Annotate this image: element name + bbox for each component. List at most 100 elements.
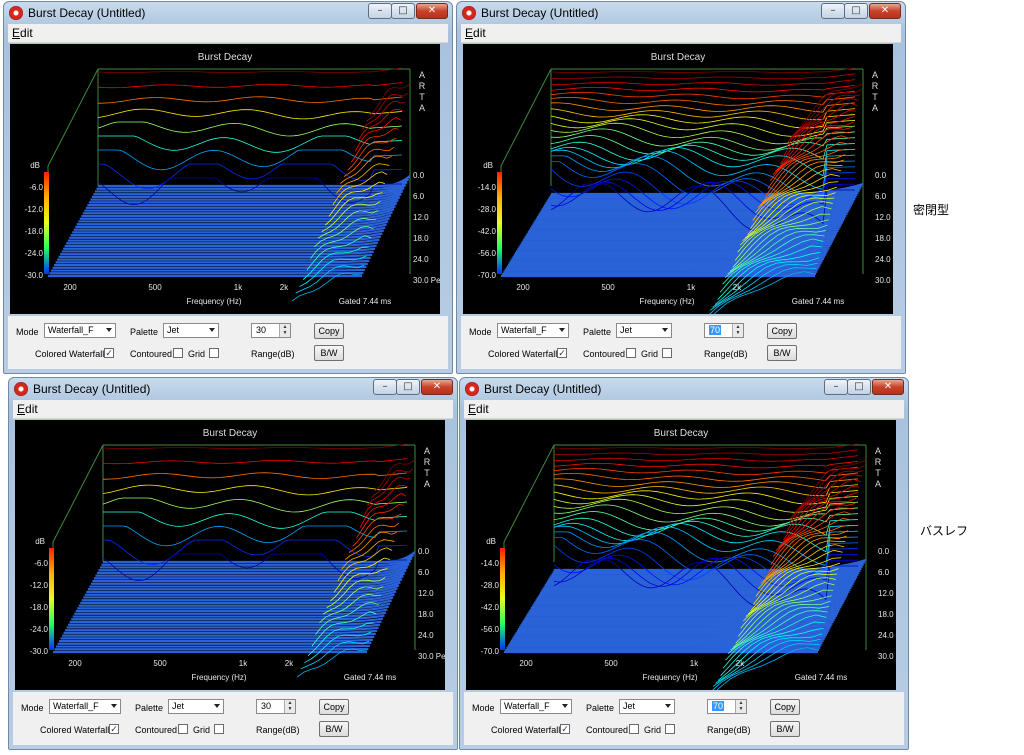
decay-curve xyxy=(550,67,856,73)
grid-checkbox[interactable] xyxy=(662,348,672,358)
decay-slice xyxy=(72,611,387,618)
arta-letter: A xyxy=(424,446,430,456)
mode-select[interactable]: Waterfall_F xyxy=(44,323,116,338)
minimize-icon: – xyxy=(833,381,839,392)
close-button[interactable]: ✕ xyxy=(421,379,453,395)
mesh-line xyxy=(371,468,413,498)
minimize-button[interactable]: – xyxy=(821,3,845,19)
bw-button[interactable]: B/W xyxy=(767,345,797,361)
range-spinbox[interactable]: 70 ▲ ▼ xyxy=(704,323,744,338)
arta-app-icon[interactable] xyxy=(14,382,28,396)
minimize-button[interactable]: – xyxy=(373,379,397,395)
frame-line xyxy=(503,444,555,543)
maximize-button[interactable]: □ xyxy=(847,379,871,395)
title-bar[interactable]: Burst Decay (Untitled) – □ ✕ xyxy=(9,378,457,400)
decay-curve xyxy=(553,466,859,476)
range-spinbox[interactable]: 70 ▲ ▼ xyxy=(707,699,747,714)
bw-button[interactable]: B/W xyxy=(770,721,800,737)
colored-waterfall-label: Colored Waterfall xyxy=(491,725,561,735)
minimize-button[interactable]: – xyxy=(824,379,848,395)
mesh-line xyxy=(330,568,388,602)
spin-arrows-icon[interactable]: ▲ ▼ xyxy=(279,324,290,337)
copy-button[interactable]: Copy xyxy=(314,323,344,339)
mesh-line xyxy=(307,622,374,656)
decay-slice xyxy=(84,202,398,212)
copy-button[interactable]: Copy xyxy=(767,323,797,339)
palette-select[interactable]: Jet xyxy=(163,323,219,338)
frequency-axis-label: Frequency (Hz) xyxy=(639,297,694,306)
contoured-checkbox[interactable] xyxy=(178,724,188,734)
chevron-down-icon xyxy=(209,328,215,332)
mode-select[interactable]: Waterfall_F xyxy=(500,699,572,714)
control-panel: Mode Waterfall_F Palette Jet 70 ▲ ▼ Copy C… xyxy=(461,316,901,369)
decay-slice xyxy=(64,241,379,248)
palette-select[interactable]: Jet xyxy=(168,699,224,714)
decay-slice xyxy=(86,584,400,594)
menu-edit[interactable]: Edit xyxy=(468,402,489,416)
title-bar[interactable]: Burst Decay (Untitled) – □ ✕ xyxy=(460,378,908,400)
mode-select-value: Waterfall_F xyxy=(501,325,547,335)
copy-button[interactable]: Copy xyxy=(770,699,800,715)
spin-arrows-icon[interactable]: ▲ ▼ xyxy=(284,700,295,713)
decay-slice xyxy=(57,641,372,645)
spin-arrows-icon[interactable]: ▲ ▼ xyxy=(735,700,746,713)
title-bar[interactable]: Burst Decay (Untitled) – □ ✕ xyxy=(457,2,905,24)
colored-waterfall-checkbox[interactable]: ✓ xyxy=(560,724,570,734)
bw-button[interactable]: B/W xyxy=(314,345,344,361)
grid-checkbox[interactable] xyxy=(665,724,675,734)
grid-checkbox[interactable] xyxy=(209,348,219,358)
waterfall-chart: Burst DecayARTAdB-6.0-12.0-18.0-24.0-30.… xyxy=(25,52,440,306)
mode-select[interactable]: Waterfall_F xyxy=(497,323,569,338)
waterfall-chart: Burst DecayARTAdB-14.0-28.0-42.0-56.0-70… xyxy=(478,52,893,314)
mesh-line xyxy=(767,135,850,189)
menu-edit[interactable]: Edit xyxy=(17,402,38,416)
burst-decay-window: Burst Decay (Untitled) – □ ✕ Edit Burst … xyxy=(3,1,453,374)
contoured-checkbox[interactable] xyxy=(626,348,636,358)
db-tick-label: -14.0 xyxy=(481,559,500,568)
menu-edit[interactable]: Edit xyxy=(12,26,33,40)
maximize-button[interactable]: □ xyxy=(391,3,415,19)
grid-checkbox[interactable] xyxy=(214,724,224,734)
waterfall-slices xyxy=(53,551,416,654)
decay-slice xyxy=(90,190,404,201)
menu-edit[interactable]: Edit xyxy=(465,26,486,40)
grid-label: Grid xyxy=(188,349,206,359)
db-tick-label: -6.0 xyxy=(34,559,48,568)
close-button[interactable]: ✕ xyxy=(416,3,448,19)
grid-label: Grid xyxy=(644,725,662,735)
maximize-button[interactable]: □ xyxy=(396,379,420,395)
arta-app-icon[interactable] xyxy=(462,6,476,20)
decay-slice xyxy=(87,196,401,207)
colored-waterfall-checkbox[interactable]: ✓ xyxy=(104,348,114,358)
close-button[interactable]: ✕ xyxy=(872,379,904,395)
spin-arrows-icon[interactable]: ▲ ▼ xyxy=(732,324,743,337)
label-sealed-type: 密閉型 xyxy=(913,203,950,217)
colored-waterfall-checkbox[interactable]: ✓ xyxy=(557,348,567,358)
period-tick-label: 6.0 xyxy=(878,568,890,577)
bw-button[interactable]: B/W xyxy=(319,721,349,737)
close-button[interactable]: ✕ xyxy=(869,3,901,19)
title-bar[interactable]: Burst Decay (Untitled) – □ ✕ xyxy=(4,2,452,24)
decay-curve xyxy=(98,149,403,171)
mode-select[interactable]: Waterfall_F xyxy=(49,699,121,714)
frequency-tick-label: 500 xyxy=(604,659,618,668)
arta-app-icon[interactable] xyxy=(9,6,23,20)
colored-waterfall-checkbox[interactable]: ✓ xyxy=(109,724,119,734)
range-spinbox[interactable]: 30 ▲ ▼ xyxy=(256,699,296,714)
contoured-checkbox[interactable] xyxy=(173,348,183,358)
palette-select[interactable]: Jet xyxy=(616,323,672,338)
decay-curve xyxy=(102,497,408,513)
arta-letter: R xyxy=(424,457,431,467)
minimize-button[interactable]: – xyxy=(368,3,392,19)
contoured-checkbox[interactable] xyxy=(629,724,639,734)
copy-button[interactable]: Copy xyxy=(319,699,349,715)
maximize-button[interactable]: □ xyxy=(844,3,868,19)
palette-select[interactable]: Jet xyxy=(619,699,675,714)
decay-curve xyxy=(553,517,859,537)
range-spinbox[interactable]: 30 ▲ ▼ xyxy=(251,323,291,338)
arta-app-icon[interactable] xyxy=(465,382,479,396)
